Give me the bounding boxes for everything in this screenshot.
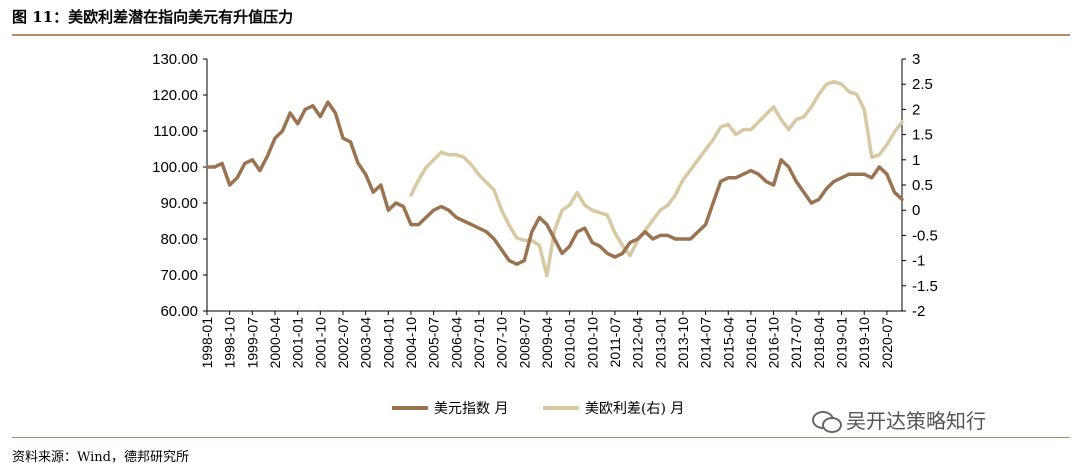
x-tick-label: 2003-04 xyxy=(358,317,374,369)
x-tick-label: 2015-04 xyxy=(720,317,736,369)
x-tick-label: 2006-04 xyxy=(448,317,464,369)
wechat-icon xyxy=(812,409,842,433)
x-tick-label: 1998-10 xyxy=(222,317,238,369)
legend-item-spread-label: 美欧利差(右) 月 xyxy=(585,401,684,417)
right-tick-label: 1 xyxy=(912,152,920,169)
right-tick-label: -0.5 xyxy=(912,227,938,244)
right-tick-label: 0 xyxy=(912,202,920,219)
left-tick-label: 110.00 xyxy=(153,123,198,140)
watermark: 吴开达策略知行 xyxy=(812,405,986,434)
figure-title: 图 11：美欧利差潜在指向美元有升值压力 xyxy=(12,8,294,26)
left-tick-label: 60.00 xyxy=(160,303,198,320)
x-tick-label: 2018-04 xyxy=(811,317,827,369)
x-tick-label: 2016-10 xyxy=(766,317,782,369)
right-tick-label: 2.5 xyxy=(912,76,933,93)
x-tick-label: 2002-07 xyxy=(335,317,351,369)
spread-series-line xyxy=(409,79,904,278)
x-tick-label: 2001-01 xyxy=(290,317,306,369)
legend-item-dxy-label: 美元指数 月 xyxy=(434,401,508,417)
x-tick-label: 2007-10 xyxy=(494,317,510,369)
left-tick-label: 120.00 xyxy=(152,87,198,104)
chart: 60.0070.0080.0090.00100.00110.00120.0013… xyxy=(152,51,938,417)
plot-area xyxy=(205,79,904,278)
x-tick-label: 2009-04 xyxy=(539,317,555,369)
right-tick-label: 1.5 xyxy=(912,127,933,144)
right-tick-label: 2 xyxy=(912,101,920,118)
x-tick-label: 2013-01 xyxy=(652,317,668,369)
watermark-text: 吴开达策略知行 xyxy=(846,409,986,433)
x-tick-label: 2004-01 xyxy=(380,317,396,369)
x-tick-label: 1998-01 xyxy=(199,317,215,369)
x-tick-label: 2010-10 xyxy=(584,317,600,369)
left-tick-label: 80.00 xyxy=(160,231,198,248)
x-tick-label: 2016-01 xyxy=(743,317,759,369)
right-tick-label: -1.5 xyxy=(912,278,938,295)
right-tick-label: 3 xyxy=(912,51,920,68)
x-tick-label: 2005-07 xyxy=(426,317,442,369)
x-tick-label: 2007-01 xyxy=(471,317,487,369)
x-tick-label: 2020-07 xyxy=(879,317,895,369)
x-tick-label: 2013-10 xyxy=(675,317,691,369)
source-note: 资料来源：Wind，德邦研究所 xyxy=(12,450,189,465)
left-tick-label: 130.00 xyxy=(152,51,198,68)
x-tick-label: 2017-07 xyxy=(788,317,804,369)
x-tick-label: 2004-10 xyxy=(403,317,419,369)
right-tick-label: -1 xyxy=(912,253,925,270)
right-axis: -2 -1.5 -1 -0.5 0 0.5 1 1.5 2 2.5 3 xyxy=(901,51,938,320)
x-tick-label: 2014-07 xyxy=(698,317,714,369)
dxy-series-line xyxy=(205,100,904,266)
top-rule xyxy=(12,34,1070,36)
x-tick-label: 2011-07 xyxy=(607,317,623,368)
left-tick-label: 100.00 xyxy=(152,159,198,176)
x-tick-label: 1999-07 xyxy=(244,317,260,369)
x-tick-label: 2012-04 xyxy=(630,317,646,369)
left-tick-label: 90.00 xyxy=(160,195,198,212)
x-tick-label: 2000-04 xyxy=(267,317,283,369)
x-axis: 1998-01 1998-10 1999-07 2000-04 2001-01 2001-… xyxy=(199,310,902,369)
left-axis: 60.00 70.00 80.00 90.00 100.00 110.00 120.00 13… xyxy=(152,51,208,320)
right-tick-label: 0.5 xyxy=(912,177,933,194)
x-tick-label: 2019-01 xyxy=(834,317,850,369)
legend: 美元指数 月 美欧利差(右) 月 xyxy=(392,401,684,417)
left-tick-label: 70.00 xyxy=(160,267,198,284)
x-tick-label: 2019-10 xyxy=(856,317,872,369)
x-tick-label: 2001-10 xyxy=(312,317,328,369)
right-tick-label: -2 xyxy=(912,303,925,320)
x-tick-label: 2008-07 xyxy=(516,317,532,369)
x-tick-label: 2010-01 xyxy=(562,317,578,369)
bottom-rule xyxy=(12,437,1070,438)
